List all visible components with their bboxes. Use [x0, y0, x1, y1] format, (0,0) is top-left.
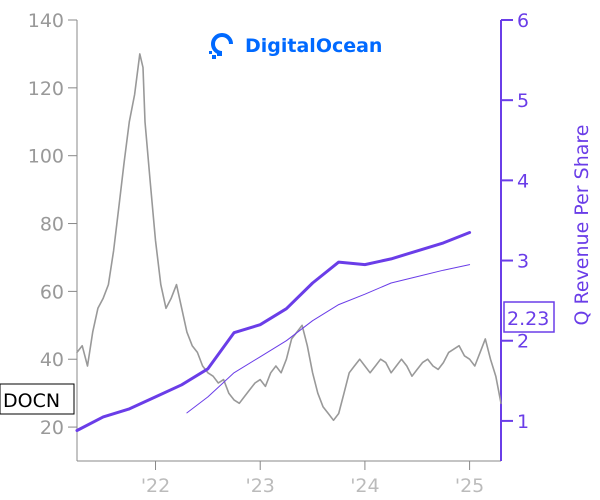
left-tick-label: 100	[28, 146, 64, 168]
series-layer	[75, 53, 502, 432]
revenue-badge: 2.23	[503, 301, 555, 333]
left-tick-label: 80	[40, 214, 64, 236]
x-tick-label: '22	[141, 475, 170, 497]
logo: DigitalOcean	[209, 33, 382, 59]
left-tick-label: 60	[40, 281, 64, 303]
logo-text: DigitalOcean	[245, 35, 382, 57]
price-badge: DOCN	[0, 383, 75, 415]
revenue-badge-box	[503, 301, 555, 333]
right-tick-label: 6	[517, 10, 529, 32]
revenue-trend-line	[186, 264, 471, 414]
left-tick-label: 120	[28, 78, 64, 100]
right-tick-label: 4	[517, 170, 529, 192]
revenue-series-line	[75, 231, 472, 432]
price-badge-text: DOCN	[3, 390, 60, 412]
x-tick-label: '23	[246, 475, 275, 497]
right-tick-label: 1	[517, 411, 529, 433]
digitalocean-logo-icon	[209, 33, 233, 59]
left-tick-label: 40	[40, 349, 64, 371]
price-badge-box	[0, 383, 75, 415]
x-tick-label: '25	[455, 475, 484, 497]
price-series-line	[76, 53, 502, 422]
left-tick-label: 140	[28, 10, 64, 32]
right-tick-label: 3	[517, 251, 529, 273]
right-tick-label: 2	[517, 331, 529, 353]
x-tick-label: '24	[350, 475, 379, 497]
axes-layer: 20 40 60 80 100 120 140 1 2 3 4 5 6 '22 '23 '24 '25	[28, 10, 529, 497]
left-tick-label: 20	[40, 417, 64, 439]
revenue-badge-text: 2.23	[507, 308, 549, 330]
right-axis-label: Q Revenue Per Share	[571, 125, 593, 326]
right-tick-label: 5	[517, 90, 529, 112]
